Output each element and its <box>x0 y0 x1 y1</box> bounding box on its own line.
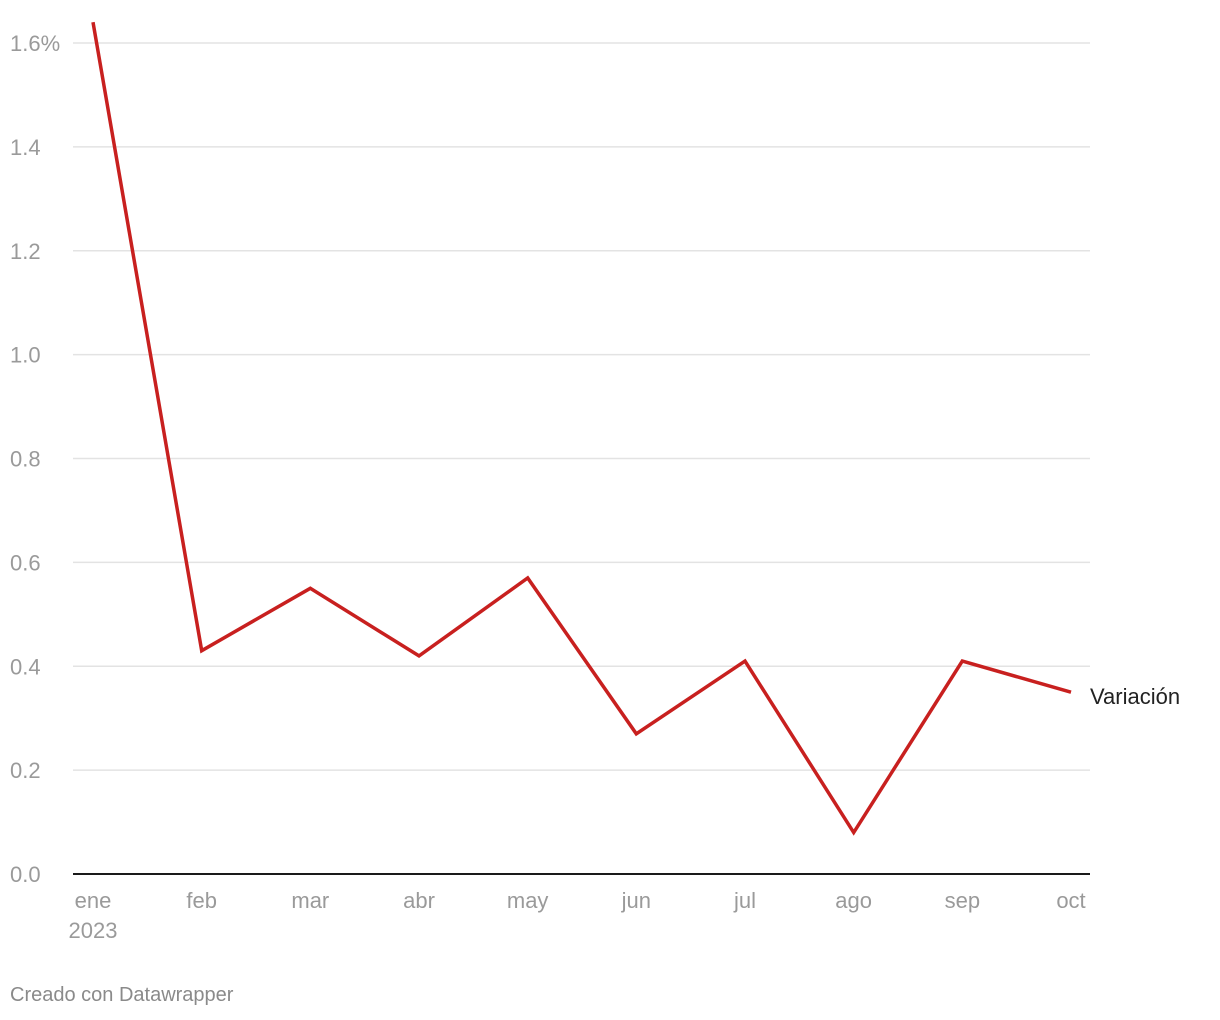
x-tick-label: feb <box>186 888 217 913</box>
x-tick-label: jun <box>621 888 651 913</box>
series-group: Variación <box>91 21 1180 836</box>
y-axis-ticks: 0.0 0.2 0.4 0.6 0.8 1.0 1.2 1.4 1.6% <box>10 31 60 887</box>
y-tick-label: 1.0 <box>10 343 41 368</box>
y-tick-label: 0.4 <box>10 654 41 679</box>
y-tick-label: 0.6 <box>10 550 41 575</box>
y-tick-label: 0.8 <box>10 447 41 472</box>
y-tick-label: 0.2 <box>10 758 41 783</box>
x-tick-label: may <box>507 888 549 913</box>
y-tick-label: 1.2 <box>10 239 41 264</box>
y-tick-label: 1.4 <box>10 135 41 160</box>
y-tick-label: 1.6% <box>10 31 60 56</box>
x-axis-ticks: ene feb mar abr may jun jul ago sep oct 2023 <box>69 888 1086 943</box>
x-tick-label: mar <box>291 888 329 913</box>
x-tick-label: abr <box>403 888 435 913</box>
x-tick-label: ene <box>75 888 112 913</box>
x-tick-label: oct <box>1056 888 1085 913</box>
credit-text: Creado con Datawrapper <box>10 984 234 1006</box>
series-line <box>91 21 1072 836</box>
x-tick-label: ago <box>835 888 872 913</box>
x-year-label: 2023 <box>69 918 118 943</box>
y-tick-label: 0.0 <box>10 862 41 887</box>
series-end-label: Variación <box>1090 684 1180 709</box>
x-tick-label: jul <box>733 888 756 913</box>
gridlines <box>73 42 1090 771</box>
x-tick-label: sep <box>945 888 980 913</box>
